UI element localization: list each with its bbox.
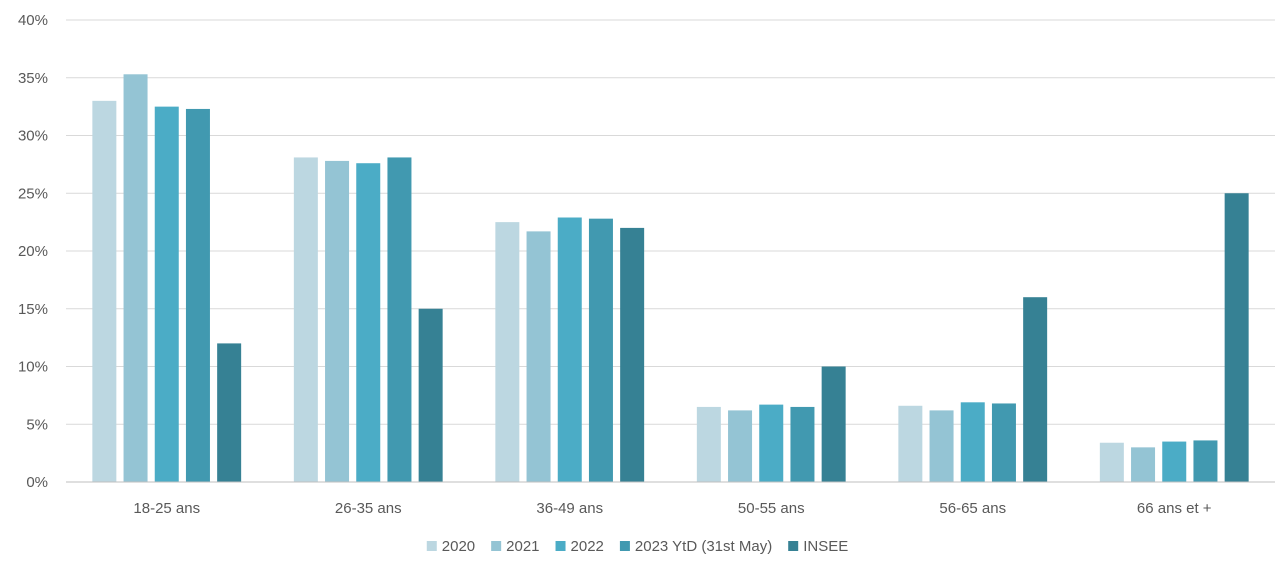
legend-label: 2020 xyxy=(442,538,475,555)
bar-insee-3 xyxy=(822,367,846,483)
bar-2020-4 xyxy=(898,406,922,482)
legend-label: INSEE xyxy=(803,538,848,555)
bar-2023-ytd-31st-may-0 xyxy=(186,109,210,482)
bar-insee-5 xyxy=(1225,193,1249,482)
x-category-label: 26-35 ans xyxy=(335,500,402,517)
y-tick-label: 10% xyxy=(18,359,48,376)
bar-2021-5 xyxy=(1131,447,1155,482)
bar-2021-4 xyxy=(930,410,954,482)
bar-2021-3 xyxy=(728,410,752,482)
y-tick-label: 0% xyxy=(26,474,48,491)
x-category-label: 50-55 ans xyxy=(738,500,805,517)
gridlines xyxy=(66,20,1275,424)
bar-2021-1 xyxy=(325,161,349,482)
x-axis-category-labels: 18-25 ans 26-35 ans 36-49 ans 50-55 ans 56-6… xyxy=(133,500,1211,517)
legend-swatch xyxy=(427,541,437,551)
bar-2022-3 xyxy=(759,405,783,482)
legend-swatch xyxy=(788,541,798,551)
bar-2020-1 xyxy=(294,157,318,482)
bar-2023-ytd-31st-may-1 xyxy=(387,157,411,482)
bar-2020-5 xyxy=(1100,443,1124,482)
y-axis-tick-labels: 0% 5% 10% 15% 20% 25% 30% 35% 40% xyxy=(18,12,48,491)
bar-2021-2 xyxy=(527,231,551,482)
legend-swatch xyxy=(491,541,501,551)
bar-insee-1 xyxy=(419,309,443,482)
legend-swatch xyxy=(556,541,566,551)
y-tick-label: 15% xyxy=(18,301,48,318)
y-tick-label: 35% xyxy=(18,70,48,87)
x-category-label: 56-65 ans xyxy=(939,500,1006,517)
x-category-label: 18-25 ans xyxy=(133,500,200,517)
legend-label: 2023 YtD (31st May) xyxy=(635,538,772,555)
bar-2023-ytd-31st-may-4 xyxy=(992,403,1016,482)
bar-insee-2 xyxy=(620,228,644,482)
bar-2023-ytd-31st-may-2 xyxy=(589,219,613,482)
bar-2022-4 xyxy=(961,402,985,482)
bar-2023-ytd-31st-may-5 xyxy=(1193,440,1217,482)
x-category-label: 36-49 ans xyxy=(536,500,603,517)
y-tick-label: 20% xyxy=(18,243,48,260)
y-tick-label: 5% xyxy=(26,416,48,433)
bar-2022-1 xyxy=(356,163,380,482)
bar-2021-0 xyxy=(124,74,148,482)
y-tick-label: 30% xyxy=(18,128,48,145)
bar-2020-3 xyxy=(697,407,721,482)
bar-2022-5 xyxy=(1162,442,1186,482)
bar-insee-0 xyxy=(217,343,241,482)
bar-2022-2 xyxy=(558,218,582,483)
bar-2022-0 xyxy=(155,107,179,482)
legend-label: 2022 xyxy=(571,538,604,555)
bar-2020-0 xyxy=(92,101,116,482)
legend-swatch xyxy=(620,541,630,551)
legend: 2020 2021 2022 2023 YtD (31st May) INSEE xyxy=(427,538,848,555)
bar-2023-ytd-31st-may-3 xyxy=(790,407,814,482)
y-tick-label: 25% xyxy=(18,185,48,202)
legend-label: 2021 xyxy=(506,538,539,555)
bar-2020-2 xyxy=(495,222,519,482)
y-tick-label: 40% xyxy=(18,12,48,29)
bar-insee-4 xyxy=(1023,297,1047,482)
x-category-label: 66 ans et + xyxy=(1137,500,1212,517)
